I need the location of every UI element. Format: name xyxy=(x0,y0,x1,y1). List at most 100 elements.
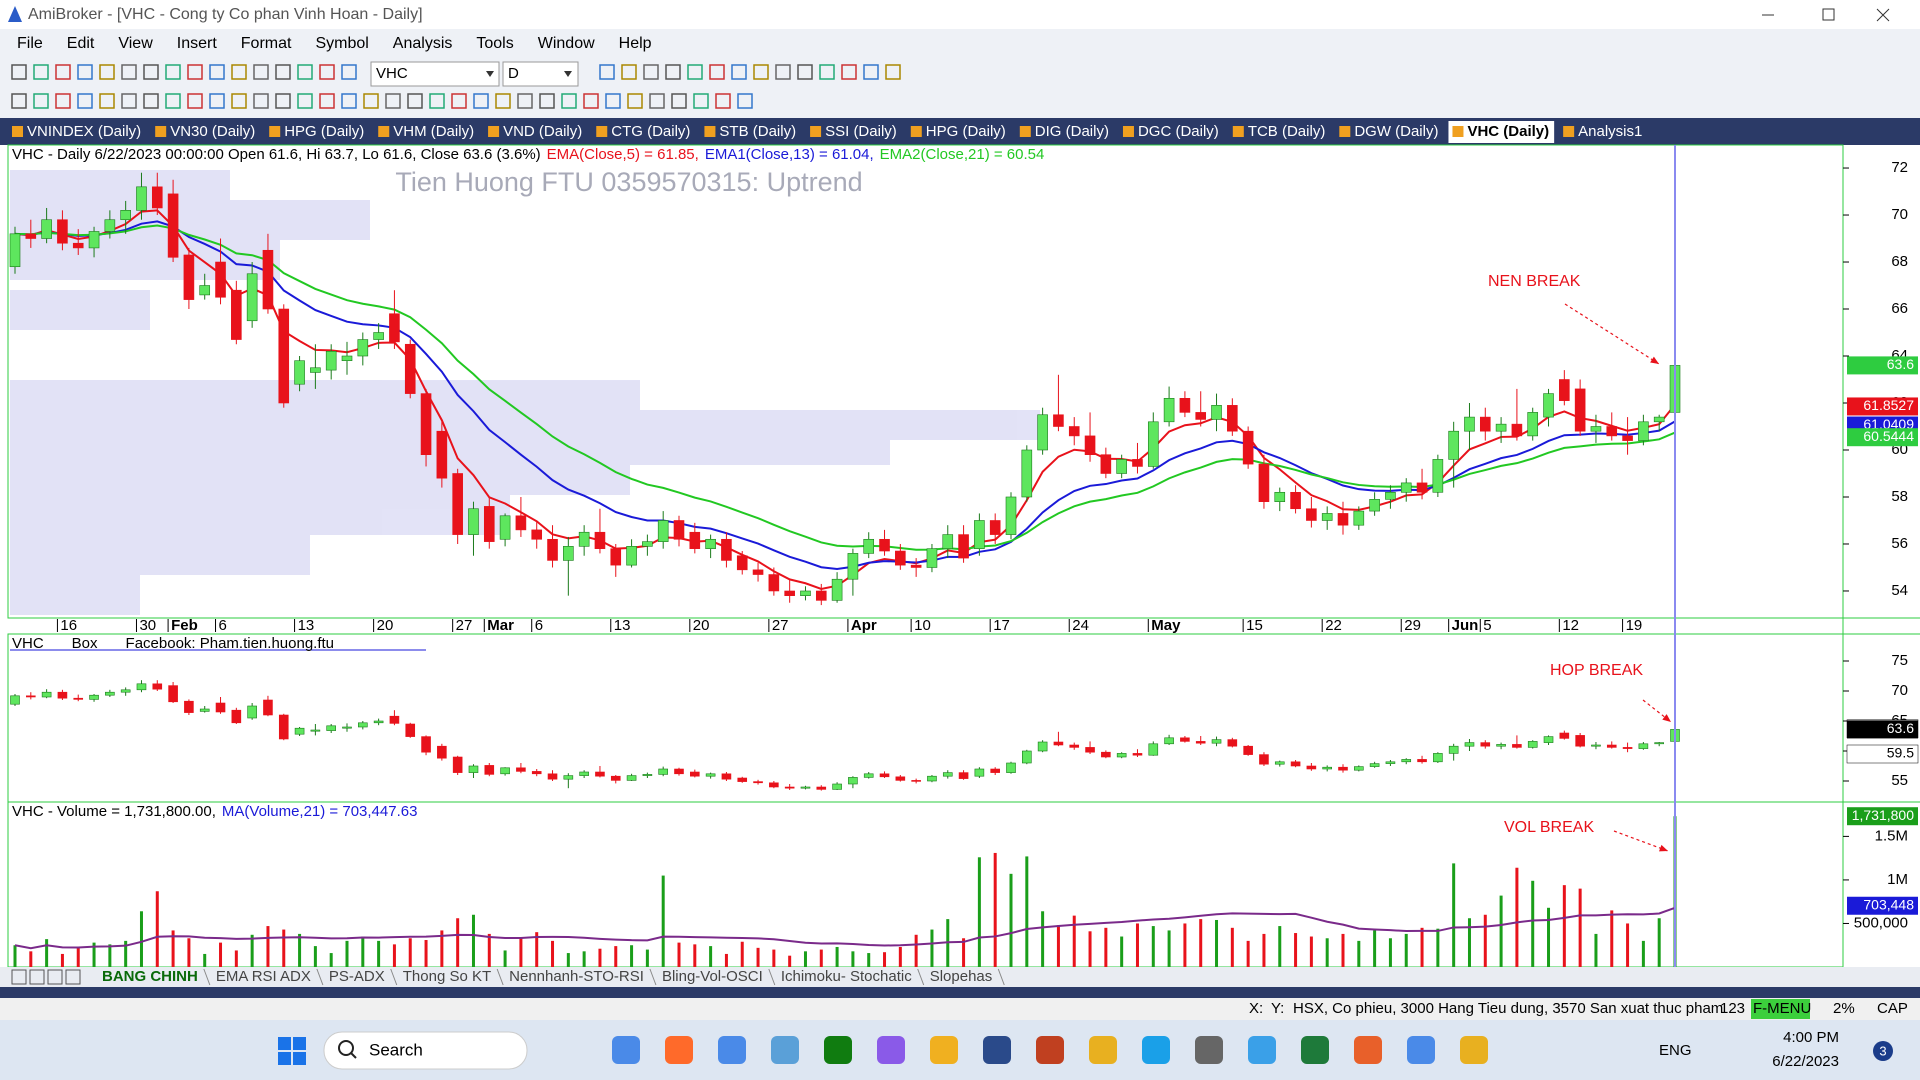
toolbar-icon[interactable] xyxy=(709,64,725,80)
sheet-tab[interactable]: BANG CHINH xyxy=(102,968,198,985)
toolbar-icon[interactable] xyxy=(55,64,71,80)
sheet-tab[interactable]: Nennhanh-STO-RSI xyxy=(509,968,644,985)
toolbar-icon[interactable] xyxy=(885,64,901,80)
toolbar-icon[interactable] xyxy=(319,64,335,80)
taskbar-app[interactable] xyxy=(824,1036,852,1064)
toolbar-icon[interactable] xyxy=(687,64,703,80)
toolbar-icon[interactable] xyxy=(671,93,687,109)
doc-tab[interactable]: DGW (Daily) xyxy=(1335,121,1443,143)
doc-tab[interactable]: VN30 (Daily) xyxy=(151,121,260,143)
toolbar-icon[interactable] xyxy=(99,93,115,109)
toolbar-icon[interactable] xyxy=(231,93,247,109)
taskbar-app[interactable] xyxy=(1407,1036,1435,1064)
toolbar-icon[interactable] xyxy=(643,64,659,80)
taskbar-app[interactable] xyxy=(1460,1036,1488,1064)
toolbar-icon[interactable] xyxy=(297,64,313,80)
taskbar-app[interactable] xyxy=(1195,1036,1223,1064)
doc-tab[interactable]: VHC (Daily) xyxy=(1448,121,1555,143)
taskbar-app[interactable] xyxy=(1142,1036,1170,1064)
toolbar-icon[interactable] xyxy=(539,93,555,109)
notification-badge[interactable]: 3 xyxy=(1879,1043,1886,1058)
toolbar-icon[interactable] xyxy=(341,93,357,109)
sheet-nav[interactable] xyxy=(11,969,27,985)
toolbar-icon[interactable] xyxy=(143,93,159,109)
toolbar-icon[interactable] xyxy=(121,93,137,109)
doc-tab[interactable]: HPG (Daily) xyxy=(907,121,1011,143)
sheet-tab[interactable]: Thong So KT xyxy=(403,968,491,985)
taskbar-app[interactable] xyxy=(877,1036,905,1064)
toolbar-icon[interactable] xyxy=(665,64,681,80)
doc-tab[interactable]: VND (Daily) xyxy=(484,121,587,143)
toolbar-icon[interactable] xyxy=(473,93,489,109)
toolbar-icon[interactable] xyxy=(165,64,181,80)
menu-item[interactable]: Edit xyxy=(67,35,95,52)
taskbar-app[interactable] xyxy=(1301,1036,1329,1064)
toolbar-icon[interactable] xyxy=(165,93,181,109)
toolbar-icon[interactable] xyxy=(209,93,225,109)
symbol-combo[interactable] xyxy=(370,61,500,87)
toolbar-icon[interactable] xyxy=(253,93,269,109)
toolbar-icon[interactable] xyxy=(627,93,643,109)
toolbar-icon[interactable] xyxy=(275,64,291,80)
taskbar-app[interactable] xyxy=(1036,1036,1064,1064)
clock-date[interactable]: 6/22/2023 xyxy=(1772,1053,1839,1070)
toolbar-icon[interactable] xyxy=(275,93,291,109)
taskbar-app[interactable] xyxy=(1089,1036,1117,1064)
toolbar-icon[interactable] xyxy=(341,64,357,80)
sheet-nav[interactable] xyxy=(47,969,63,985)
doc-tab[interactable]: SSI (Daily) xyxy=(806,121,902,143)
toolbar-icon[interactable] xyxy=(753,64,769,80)
toolbar-icon[interactable] xyxy=(819,64,835,80)
toolbar-icon[interactable] xyxy=(731,64,747,80)
toolbar-icon[interactable] xyxy=(77,93,93,109)
menu-item[interactable]: View xyxy=(118,35,153,52)
taskbar-app[interactable] xyxy=(718,1036,746,1064)
menu-item[interactable]: Analysis xyxy=(393,35,453,52)
toolbar-icon[interactable] xyxy=(297,93,313,109)
interval-combo[interactable] xyxy=(502,61,579,87)
toolbar-icon[interactable] xyxy=(517,93,533,109)
toolbar-icon[interactable] xyxy=(649,93,665,109)
toolbar-icon[interactable] xyxy=(775,64,791,80)
taskbar-app[interactable] xyxy=(930,1036,958,1064)
toolbar-icon[interactable] xyxy=(863,64,879,80)
taskbar-app[interactable] xyxy=(1248,1036,1276,1064)
toolbar-icon[interactable] xyxy=(319,93,335,109)
toolbar-icon[interactable] xyxy=(797,64,813,80)
toolbar-icon[interactable] xyxy=(841,64,857,80)
toolbar-icon[interactable] xyxy=(187,93,203,109)
language[interactable]: ENG xyxy=(1659,1042,1692,1059)
sheet-nav[interactable] xyxy=(29,969,45,985)
toolbar-icon[interactable] xyxy=(715,93,731,109)
taskbar-app[interactable] xyxy=(983,1036,1011,1064)
menu-item[interactable]: Help xyxy=(619,35,652,52)
toolbar-icon[interactable] xyxy=(33,64,49,80)
taskbar-app[interactable] xyxy=(771,1036,799,1064)
sheet-tab[interactable]: Bling-Vol-OSCI xyxy=(662,968,763,985)
doc-tab[interactable]: VHM (Daily) xyxy=(374,121,479,143)
toolbar-icon[interactable] xyxy=(407,93,423,109)
menu-item[interactable]: Format xyxy=(241,35,292,52)
doc-tab[interactable]: CTG (Daily) xyxy=(592,121,695,143)
toolbar-icon[interactable] xyxy=(583,93,599,109)
toolbar-icon[interactable] xyxy=(11,93,27,109)
sheet-tab[interactable]: Slopehas xyxy=(930,968,993,985)
toolbar-icon[interactable] xyxy=(55,93,71,109)
toolbar-icon[interactable] xyxy=(187,64,203,80)
toolbar-icon[interactable] xyxy=(11,64,27,80)
sheet-nav[interactable] xyxy=(65,969,81,985)
toolbar-icon[interactable] xyxy=(561,93,577,109)
doc-tab[interactable]: HPG (Daily) xyxy=(265,121,369,143)
toolbar-icon[interactable] xyxy=(599,64,615,80)
toolbar-icon[interactable] xyxy=(693,93,709,109)
toolbar-icon[interactable] xyxy=(605,93,621,109)
toolbar-icon[interactable] xyxy=(451,93,467,109)
clock-time[interactable]: 4:00 PM xyxy=(1783,1029,1839,1046)
doc-tab[interactable]: VNINDEX (Daily) xyxy=(8,121,146,143)
sheet-tab[interactable]: EMA RSI ADX xyxy=(216,968,311,985)
toolbar-icon[interactable] xyxy=(385,93,401,109)
toolbar-icon[interactable] xyxy=(143,64,159,80)
toolbar-icon[interactable] xyxy=(429,93,445,109)
doc-tab[interactable]: Analysis1 xyxy=(1559,121,1647,143)
toolbar-icon[interactable] xyxy=(121,64,137,80)
